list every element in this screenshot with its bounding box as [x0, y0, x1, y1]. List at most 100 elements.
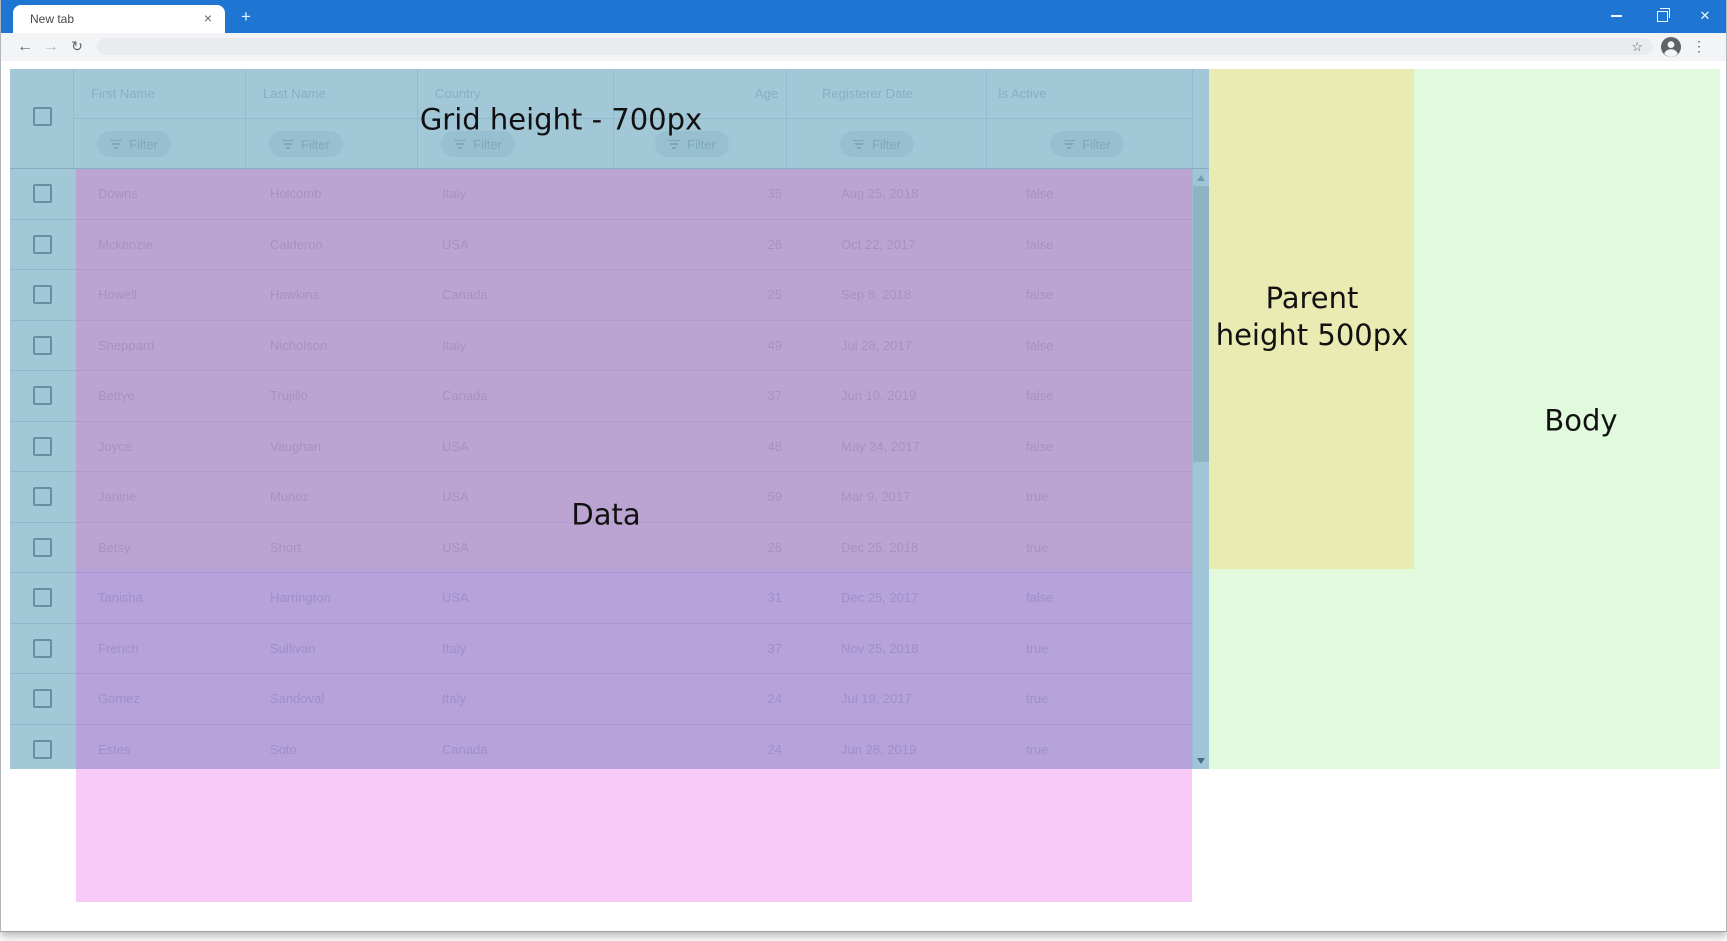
cell-age: 26	[767, 539, 782, 555]
filter-lines-icon	[282, 139, 294, 149]
table-row[interactable]: Bettye Trujillo Canada 37 Jun 10, 2019 false	[10, 371, 1192, 422]
parent-overlay	[1209, 69, 1414, 569]
table-row[interactable]: Estes Soto Canada 24 Jun 28, 2019 true	[10, 725, 1192, 770]
cell-age: 49	[767, 337, 782, 353]
filter-button[interactable]: Filter	[840, 131, 914, 157]
row-checkbox[interactable]	[33, 234, 52, 254]
header-column-divider	[73, 69, 74, 169]
cell-is_active: true	[1026, 489, 1049, 504]
header-row-divider	[73, 118, 1192, 119]
row-checkbox[interactable]	[33, 285, 52, 304]
row-checkbox[interactable]	[33, 436, 52, 456]
filter-lines-icon	[454, 139, 466, 149]
row-checkbox[interactable]	[33, 487, 52, 506]
row-checkbox[interactable]	[33, 588, 52, 607]
new-tab-button[interactable]: +	[241, 7, 251, 26]
row-checkbox[interactable]	[33, 739, 52, 759]
cell-first_name: Joyce	[98, 438, 132, 454]
data-overlay	[76, 169, 1192, 902]
address-bar[interactable]: ☆	[97, 38, 1653, 55]
scroll-down-icon[interactable]	[1197, 758, 1205, 764]
scroll-up-icon[interactable]	[1197, 175, 1205, 181]
column-header-registerer_date[interactable]: Registerer Date	[822, 86, 914, 101]
menu-icon[interactable]: ⋮	[1692, 38, 1706, 54]
row-checkbox[interactable]	[33, 638, 52, 658]
cell-last_name: Trujillo	[270, 388, 308, 403]
cell-age: 35	[767, 186, 782, 201]
row-checkbox[interactable]	[33, 184, 52, 203]
table-row[interactable]: Downs Holcomb Italy 35 Aug 25, 2018 false	[10, 169, 1192, 220]
cell-registerer_date: Mar 9, 2017	[841, 489, 911, 504]
vertical-scrollbar[interactable]	[1192, 169, 1209, 769]
minimize-button[interactable]	[1593, 0, 1639, 32]
filter-button[interactable]: Filter	[441, 131, 515, 157]
profile-icon[interactable]	[1660, 36, 1682, 58]
header-column-divider	[417, 69, 418, 169]
close-button[interactable]: ✕	[1699, 8, 1711, 23]
column-header-last_name[interactable]: Last Name	[263, 86, 326, 101]
cell-is_active: false	[1026, 236, 1054, 252]
browser-tab[interactable]: New tab ×	[13, 5, 225, 33]
column-header-age[interactable]: Age	[754, 86, 778, 101]
cell-is_active: false	[1026, 438, 1054, 454]
filter-button[interactable]: Filter	[269, 131, 343, 157]
grid-rows-viewport: Downs Holcomb Italy 35 Aug 25, 2018 false Mcke…	[10, 169, 1192, 769]
cell-registerer_date: Nov 25, 2018	[841, 640, 919, 656]
table-row[interactable]: Joyce Vaughan USA 48 May 24, 2017 false	[10, 422, 1192, 472]
cell-is_active: false	[1026, 590, 1054, 605]
filter-button-label: Filter	[301, 136, 330, 152]
table-row[interactable]: Betsy Short USA 26 Dec 25, 2018 true	[10, 523, 1192, 573]
table-row[interactable]: Tanisha Harrington USA 31 Dec 25, 2017 false	[10, 573, 1192, 624]
cell-registerer_date: Jun 28, 2019	[841, 741, 917, 757]
table-row[interactable]: Janine Munoz USA 59 Mar 9, 2017 true	[10, 472, 1192, 523]
header-bottom-border	[10, 168, 1209, 169]
body-overlay	[1209, 69, 1720, 769]
restore-icon	[1656, 7, 1670, 22]
cell-first_name: Janine	[98, 489, 137, 504]
scrollbar-thumb[interactable]	[1193, 186, 1209, 462]
row-checkbox[interactable]	[33, 689, 52, 708]
cell-first_name: Sheppard	[98, 337, 155, 353]
cell-registerer_date: Aug 25, 2018	[841, 186, 919, 201]
filter-button-label: Filter	[687, 136, 716, 152]
table-row[interactable]: French Sullivan Italy 37 Nov 25, 2018 true	[10, 624, 1192, 674]
cell-is_active: true	[1026, 539, 1049, 555]
bookmark-star-icon[interactable]: ☆	[1631, 39, 1643, 54]
tab-close-icon[interactable]: ×	[203, 10, 213, 26]
cell-country: Canada	[442, 287, 488, 302]
row-checkbox[interactable]	[33, 537, 52, 557]
cell-last_name: Holcomb	[270, 186, 322, 201]
grid-height-label: Grid height - 700px	[419, 102, 703, 137]
table-row[interactable]: Gomez Sandoval Italy 24 Jul 19, 2017 true	[10, 674, 1192, 725]
back-icon[interactable]: ←	[17, 38, 33, 55]
row-checkbox[interactable]	[33, 386, 52, 405]
column-header-first_name[interactable]: First Name	[91, 86, 155, 101]
column-header-is_active[interactable]: Is Active	[998, 86, 1047, 101]
cell-country: Canada	[442, 741, 488, 757]
forward-icon[interactable]: →	[43, 38, 59, 55]
header-column-divider	[613, 69, 614, 169]
cell-is_active: false	[1026, 287, 1054, 302]
filter-button[interactable]: Filter	[97, 131, 171, 157]
header-column-divider	[786, 69, 787, 169]
filter-button-label: Filter	[129, 136, 158, 152]
column-header-country[interactable]: Country	[435, 86, 481, 101]
row-checkbox[interactable]	[33, 335, 52, 355]
cell-age: 48	[767, 438, 782, 454]
table-row[interactable]: Sheppard Nicholson Italy 49 Jul 28, 2017 fals…	[10, 321, 1192, 371]
select-all-checkbox[interactable]	[33, 107, 52, 126]
header-column-divider	[245, 69, 246, 169]
restore-button[interactable]	[1639, 0, 1685, 32]
filter-button[interactable]: Filter	[655, 131, 729, 157]
cell-is_active: false	[1026, 337, 1054, 353]
cell-first_name: Downs	[98, 186, 138, 201]
cell-is_active: false	[1026, 388, 1054, 403]
cell-country: Italy	[442, 691, 466, 706]
cell-first_name: Gomez	[98, 691, 140, 706]
cell-first_name: Betsy	[98, 539, 131, 555]
table-row[interactable]: Mckenzie Calderon USA 26 Oct 22, 2017 false	[10, 220, 1192, 270]
reload-icon[interactable]: ↻	[71, 38, 83, 54]
table-row[interactable]: Howell Hawkins Canada 25 Sep 8, 2018 false	[10, 270, 1192, 321]
filter-button[interactable]: Filter	[1050, 131, 1124, 157]
cell-first_name: Bettye	[98, 388, 135, 403]
